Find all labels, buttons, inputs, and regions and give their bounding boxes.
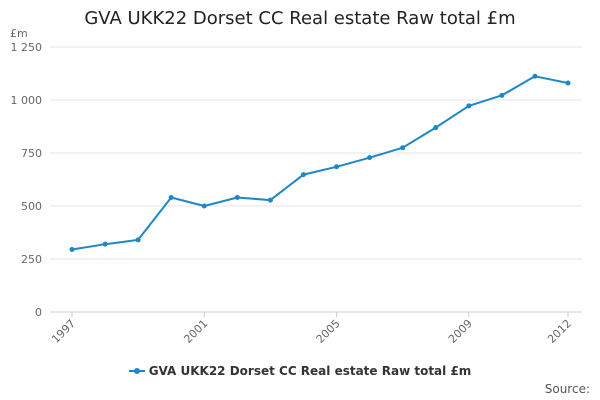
- x-axis-ticks: 1997 2001 2005 2009 2012: [49, 312, 574, 346]
- data-point-2003[interactable]: [267, 197, 273, 203]
- y-axis-ticks: 0 250 500 750 1 000 1 250: [11, 41, 43, 319]
- data-point-1999[interactable]: [135, 237, 141, 243]
- data-point-2008[interactable]: [433, 125, 439, 131]
- y-tick-label: 250: [21, 253, 42, 266]
- data-point-1998[interactable]: [102, 241, 108, 247]
- x-tick-label: 2009: [446, 317, 475, 346]
- y-axis-unit-label: £m: [10, 27, 28, 40]
- x-tick-label: 2012: [545, 317, 574, 346]
- legend-swatch: [128, 366, 145, 376]
- data-point-2012[interactable]: [565, 80, 571, 86]
- data-point-2004[interactable]: [300, 172, 306, 178]
- data-point-2002[interactable]: [234, 195, 240, 201]
- y-tick-label: 500: [21, 200, 42, 213]
- legend: GVA UKK22 Dorset CC Real estate Raw tota…: [0, 364, 600, 378]
- data-point-2011[interactable]: [532, 73, 538, 79]
- data-point-2010[interactable]: [499, 92, 505, 98]
- source-label: Source:: [544, 382, 590, 396]
- data-point-2006[interactable]: [367, 155, 373, 161]
- series-line: [71, 75, 569, 251]
- data-point-2009[interactable]: [466, 103, 472, 109]
- data-point-2005[interactable]: [334, 164, 340, 170]
- legend-label: GVA UKK22 Dorset CC Real estate Raw tota…: [148, 364, 472, 378]
- series-layer: [69, 73, 571, 252]
- chart-title: GVA UKK22 Dorset CC Real estate Raw tota…: [84, 8, 516, 29]
- x-tick-label: 1997: [49, 317, 78, 346]
- y-tick-label: 1 250: [11, 41, 43, 54]
- data-point-2001[interactable]: [201, 203, 207, 209]
- x-tick-label: 2005: [314, 317, 343, 346]
- x-tick-label: 2001: [181, 317, 210, 346]
- y-tick-label: 0: [35, 306, 42, 319]
- gridlines: [50, 46, 582, 313]
- data-point-2007[interactable]: [400, 145, 406, 151]
- data-point-1997[interactable]: [69, 246, 75, 252]
- y-tick-label: 1 000: [11, 94, 43, 107]
- y-tick-label: 750: [21, 147, 42, 160]
- data-point-2000[interactable]: [168, 195, 174, 201]
